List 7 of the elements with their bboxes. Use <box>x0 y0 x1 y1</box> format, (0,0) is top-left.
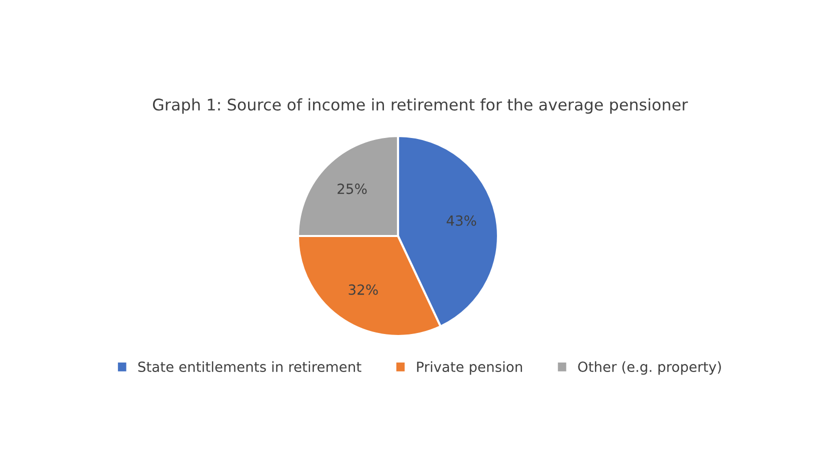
data-label: 25% <box>338 184 367 194</box>
legend-label: Other (e.g. property) <box>578 361 721 375</box>
legend-label: Private pension <box>417 361 522 375</box>
data-label: 32% <box>348 284 378 295</box>
legend-label: State entitlements in retirement <box>138 361 362 372</box>
chart-title: Graph 1: Source of income in retirement for the average pensioner <box>152 98 688 114</box>
data-label: 43% <box>446 215 476 226</box>
